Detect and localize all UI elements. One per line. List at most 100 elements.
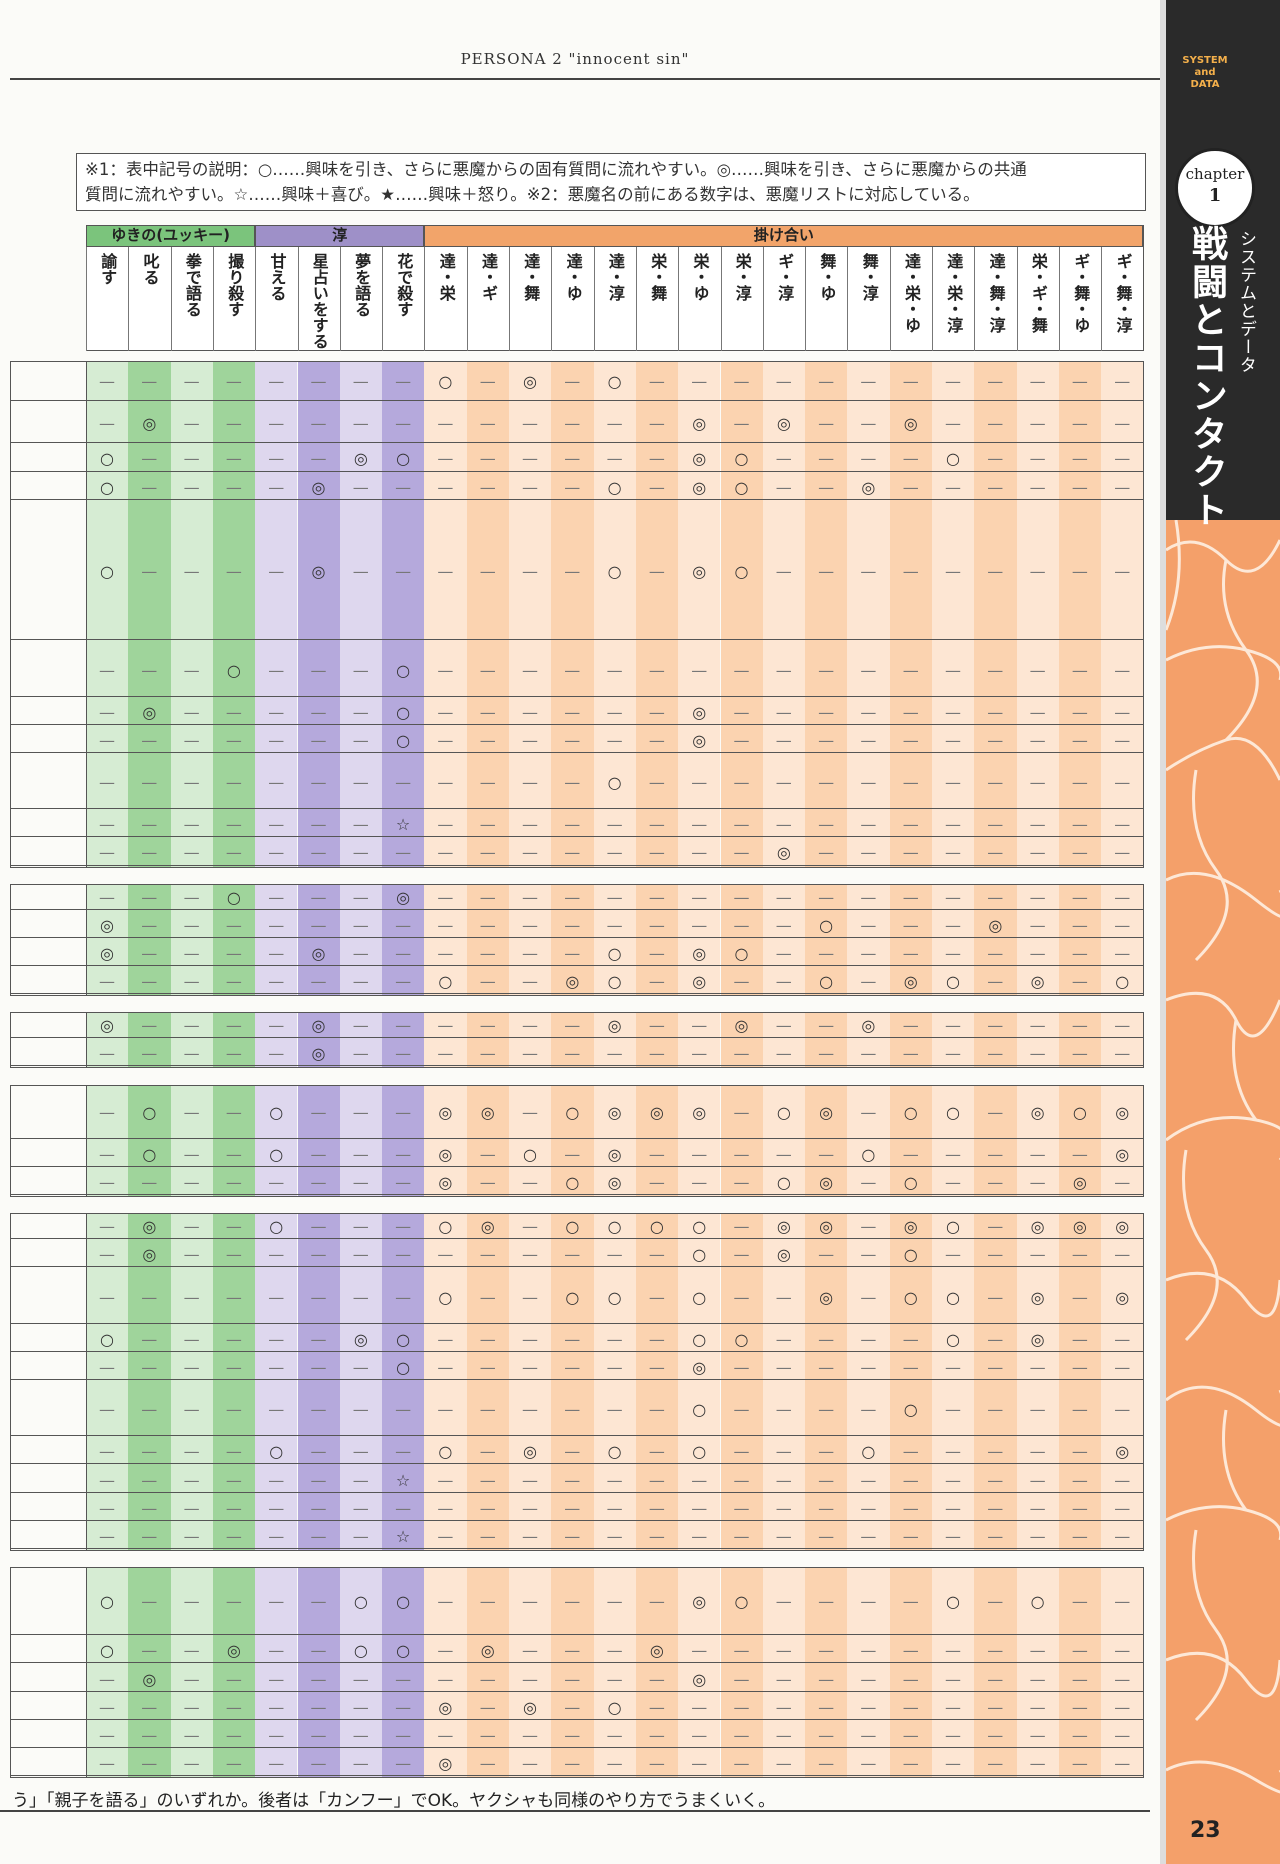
table-cell: — (268, 660, 285, 680)
table-cell: — (1029, 730, 1046, 750)
table-cell: — (987, 815, 1004, 835)
table-cell: — (648, 1357, 665, 1377)
table-cell: — (183, 1357, 200, 1377)
table-cell: — (606, 1357, 623, 1377)
column-stripe (889, 1213, 932, 1551)
table-cell: ◎ (523, 372, 537, 392)
table-cell: — (1071, 1697, 1088, 1717)
column-stripe (678, 883, 721, 997)
table-cell: — (1071, 1245, 1088, 1265)
column-header: 達・舞・淳 (974, 247, 1016, 351)
row-rule (10, 1662, 1144, 1664)
table-cell: — (987, 1044, 1004, 1064)
table-cell: ○ (607, 1217, 622, 1237)
table-cell: — (1071, 1144, 1088, 1164)
table-cell: — (395, 372, 412, 392)
table-cell: — (99, 702, 115, 722)
table-cell: — (1029, 1357, 1046, 1377)
table-cell: — (225, 843, 242, 863)
table-cell: — (522, 1592, 538, 1612)
row-rule (10, 1775, 1144, 1776)
table-cell: ○ (692, 1442, 707, 1462)
table-cell: — (395, 843, 412, 863)
table-cell: — (352, 1442, 369, 1462)
table-cell: — (99, 1245, 115, 1265)
table-cell: — (99, 660, 115, 680)
table-cell: — (860, 1498, 877, 1518)
table-cell: — (141, 887, 158, 907)
table-cell: — (945, 730, 961, 750)
table-cell: — (775, 1400, 792, 1420)
table-cell: — (648, 1400, 665, 1420)
table-cell: — (1071, 773, 1088, 793)
logo-word-2: and (1194, 67, 1216, 78)
table-cell: ○ (353, 1592, 368, 1612)
table-cell: — (437, 1669, 454, 1689)
table-cell: — (141, 1470, 158, 1490)
table-cell: — (987, 1400, 1004, 1420)
table-cell: — (606, 1753, 623, 1773)
table-cell: — (691, 843, 708, 863)
column-stripe (847, 1012, 890, 1069)
table-cell: ○ (396, 730, 411, 750)
table-cell: — (225, 1526, 242, 1546)
table-cell: — (691, 915, 708, 935)
column-stripe (255, 361, 298, 868)
table-cell: — (945, 1442, 961, 1462)
table-cell: — (733, 1245, 750, 1265)
column-stripe (509, 1084, 552, 1198)
table-cell: ○ (565, 1217, 580, 1237)
table-cell: — (1114, 1526, 1131, 1546)
table-cell: — (775, 1641, 792, 1661)
column-stripe (720, 883, 763, 997)
table-cell: — (1114, 1641, 1131, 1661)
table-cell: — (902, 1526, 919, 1546)
table-cell: — (987, 372, 1004, 392)
table-cell: — (902, 1357, 919, 1377)
table-cell: — (733, 1173, 750, 1193)
table-cell: — (225, 1669, 242, 1689)
table-cell: — (648, 1016, 665, 1036)
table-cell: — (860, 1400, 877, 1420)
table-cell: — (99, 1470, 115, 1490)
column-stripe (86, 883, 129, 997)
column-stripe (805, 361, 848, 868)
table-cell: — (691, 773, 708, 793)
table-cell: — (860, 1357, 877, 1377)
table-cell: — (352, 1526, 369, 1546)
table-cell: ○ (438, 972, 453, 992)
table-cell: — (183, 1287, 200, 1307)
column-stripe (86, 1084, 129, 1198)
row-rule (10, 1350, 1144, 1352)
column-stripe (1058, 361, 1102, 868)
table-cell: — (395, 1144, 412, 1164)
column-stripe (297, 361, 340, 868)
table-cell: — (1071, 943, 1088, 963)
table-cell: — (945, 1357, 961, 1377)
table-cell: — (268, 1753, 285, 1773)
table-cell: — (733, 915, 750, 935)
table-cell: — (1114, 660, 1131, 680)
table-cell: — (437, 660, 454, 680)
column-stripe (932, 1566, 975, 1778)
table-cell: ○ (607, 372, 622, 392)
table-cell: — (99, 773, 115, 793)
table-cell: — (437, 915, 454, 935)
column-stripe (1016, 1084, 1059, 1198)
column-stripe (509, 1213, 552, 1551)
table-cell: — (945, 414, 961, 434)
table-cell: — (479, 1669, 496, 1689)
table-cell: — (479, 1498, 496, 1518)
table-cell: — (945, 1697, 961, 1717)
row-rule (10, 1194, 1144, 1196)
table-cell: ○ (438, 372, 453, 392)
table-cell: — (733, 1442, 750, 1462)
table-cell: — (268, 730, 285, 750)
table-cell: — (395, 414, 412, 434)
table-cell: — (99, 972, 115, 992)
table-cell: ○ (396, 702, 411, 722)
table-cell: — (945, 1526, 961, 1546)
column-stripe (128, 1566, 171, 1778)
table-cell: ◎ (480, 1641, 495, 1661)
table-cell: — (352, 1245, 369, 1265)
